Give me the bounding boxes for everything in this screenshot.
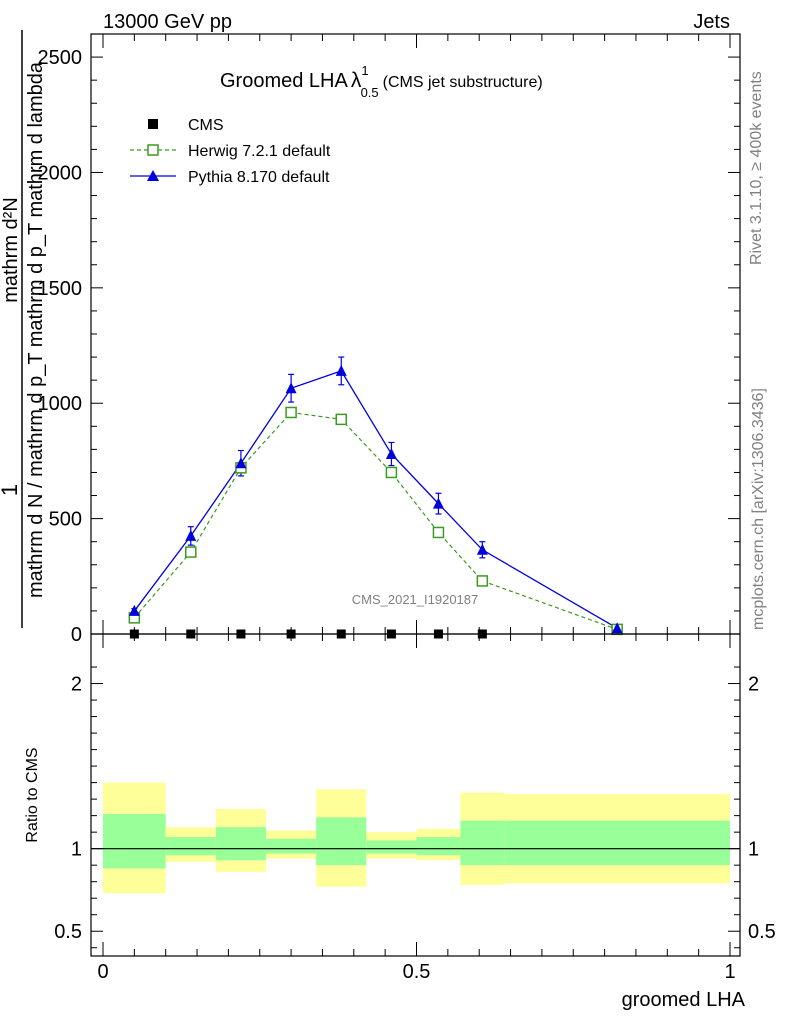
- ylabel-top: 1: [0, 484, 22, 496]
- herwig-point: [335, 413, 348, 426]
- title-main: Groomed LHA: [220, 70, 348, 92]
- ratio-y-tick-label-left: 1: [71, 839, 82, 861]
- main-y-tick-label: 1500: [38, 278, 83, 300]
- legend-label-cms: CMS: [188, 117, 224, 134]
- ratio-band-inner: [316, 817, 367, 866]
- ratio-y-tick-label-right: 2: [748, 674, 759, 696]
- mcplots-label: mcplots.cern.ch [arXiv:1306.3436]: [750, 388, 767, 630]
- x-tick-label: 0.5: [403, 961, 431, 983]
- ratio-band-inner: [103, 813, 166, 869]
- pythia-point: [432, 497, 444, 509]
- xlabel: groomed LHA: [622, 989, 746, 1011]
- legend-label-herwig: Herwig 7.2.1 default: [188, 143, 331, 160]
- pythia-line: [133, 370, 618, 629]
- ratio-band-inner: [416, 837, 461, 856]
- legend: CMS Herwig 7.2.1 default Pythia 8.170 de…: [130, 117, 331, 186]
- ratio-y-tick-label-left: 2: [71, 674, 82, 696]
- pythia-point: [385, 448, 397, 459]
- title-sub: 0.5: [361, 85, 379, 100]
- pythia-point: [185, 529, 197, 541]
- analysis-watermark: CMS_2021_I1920187: [352, 592, 479, 607]
- pythia-point: [128, 604, 140, 616]
- pythia-point: [476, 543, 488, 555]
- title-symbol: λ: [351, 69, 362, 92]
- herwig-point: [385, 466, 398, 479]
- ratio-plot-frame: [90, 633, 741, 957]
- title-note: (CMS jet substructure): [383, 74, 543, 91]
- ylabel-numerator: mathrm d²N: [0, 197, 22, 303]
- main-y-tick-label: 0: [71, 624, 82, 646]
- process-label: Jets: [693, 11, 730, 33]
- ratio-y-tick-label-right: 1: [748, 839, 759, 861]
- ratio-band-inner: [366, 840, 417, 854]
- ratio-band-inner: [504, 820, 730, 866]
- energy-label: 13000 GeV pp: [103, 11, 232, 33]
- herwig-point: [185, 546, 197, 558]
- rivet-label: Rivet 3.1.10, ≥ 400k events: [748, 71, 765, 265]
- ratio-band-inner: [460, 820, 505, 866]
- ylabel-denominator: mathrm d N / mathrm d p_T mathrm d p_T m…: [25, 61, 47, 598]
- legend-marker-herwig: [147, 144, 159, 156]
- x-tick-label: 1: [724, 961, 735, 983]
- pythia-point: [611, 622, 623, 634]
- herwig-point: [476, 575, 489, 587]
- legend-marker-cms: [148, 119, 158, 129]
- pythia-point: [285, 382, 297, 394]
- main-y-tick-label: 1000: [38, 393, 83, 415]
- ratio-band-inner: [266, 838, 317, 854]
- legend-label-pythia: Pythia 8.170 default: [188, 169, 330, 186]
- ratio-y-tick-label-left: 0.5: [54, 921, 82, 943]
- main-y-tick-label: 500: [49, 509, 82, 531]
- pythia-point: [235, 457, 247, 469]
- ratio-ylabel: Ratio to CMS: [24, 747, 41, 842]
- herwig-point: [285, 406, 297, 419]
- herwig-point: [432, 526, 445, 539]
- pythia-point: [335, 364, 347, 376]
- main-y-tick-label: 2000: [38, 162, 83, 184]
- ratio-band-inner: [215, 827, 267, 861]
- main-y-tick-label: 2500: [38, 47, 83, 69]
- legend-marker-pythia: [147, 170, 159, 181]
- x-tick-label: 0: [97, 961, 108, 983]
- chart-title: Groomed LHA λ1 0.5 (CMS jet substructure): [220, 63, 543, 100]
- ratio-y-tick-label-right: 0.5: [748, 921, 776, 943]
- ratio-band-inner: [165, 837, 216, 856]
- title-sup: 1: [361, 63, 368, 78]
